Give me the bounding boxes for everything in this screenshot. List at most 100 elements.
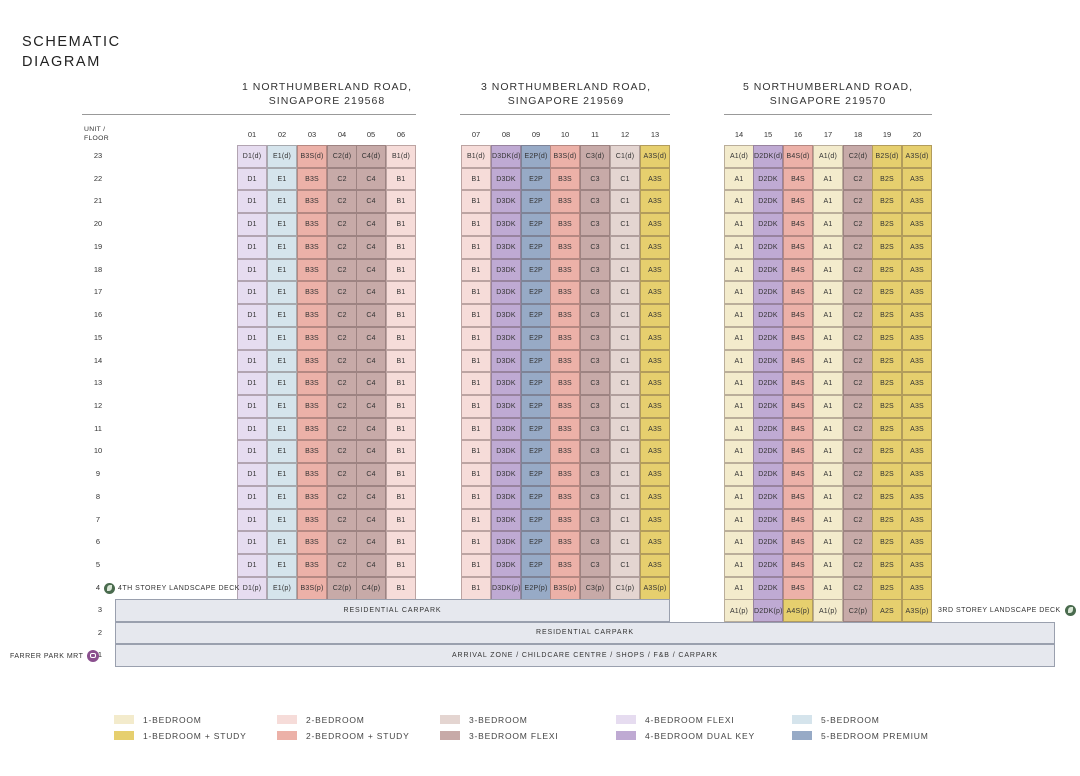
unit-cell: D1 xyxy=(237,417,267,441)
unit-cell: E1 xyxy=(267,304,297,327)
unit-cell: D3DK xyxy=(491,326,521,350)
unit-cell: C4(d) xyxy=(356,145,386,168)
building-1-header: 1 NORTHUMBERLAND ROAD, SINGAPORE 219568 xyxy=(232,80,422,108)
unit-cell: D3DK xyxy=(491,554,521,577)
unit-cell: A3S xyxy=(640,531,670,555)
unit-cell: B1 xyxy=(386,304,416,327)
unit-cell: C2 xyxy=(327,235,357,259)
unit-cell: B1(d) xyxy=(461,145,491,168)
unit-cell: A3S xyxy=(640,554,670,577)
unit-cell: E2P xyxy=(521,395,551,418)
unit-cell: C2 xyxy=(843,531,873,555)
unit-cell: C4 xyxy=(356,417,386,441)
unit-cell: B1 xyxy=(386,485,416,509)
unit-cell: E1 xyxy=(267,508,297,532)
unit-cell: C2 xyxy=(843,395,873,418)
unit-cell: C3 xyxy=(580,190,610,214)
unit-cell: B3S xyxy=(297,190,327,214)
unit-cell: A1 xyxy=(813,167,843,191)
unit-cell: B3S xyxy=(550,213,580,236)
unit-cell: D2DK xyxy=(753,531,783,555)
unit-cell: C2 xyxy=(327,326,357,350)
unit-cell: D2DK xyxy=(753,463,783,486)
unit-cell: B4S xyxy=(783,440,813,464)
podium-level-1: ARRIVAL ZONE / CHILDCARE CENTRE / SHOPS … xyxy=(115,644,1055,667)
legend-swatch xyxy=(114,715,134,724)
unit-cell: E2P xyxy=(521,304,551,327)
unit-header: 17 xyxy=(823,130,833,139)
unit-cell: D1(d) xyxy=(237,145,267,168)
unit-cell: C1 xyxy=(610,554,640,577)
unit-cell: C4 xyxy=(356,304,386,327)
unit-cell: B3S xyxy=(297,554,327,577)
legend-swatch xyxy=(616,731,636,740)
unit-cell: D2DK(p) xyxy=(753,599,783,622)
unit-cell: D1 xyxy=(237,554,267,577)
unit-cell: B3S xyxy=(550,258,580,282)
unit-cell: B3S(d) xyxy=(550,145,580,168)
unit-cell: B1 xyxy=(386,440,416,464)
unit-cell: C3 xyxy=(580,213,610,236)
unit-cell: D1 xyxy=(237,304,267,327)
unit-cell: C4 xyxy=(356,372,386,396)
unit-cell: C1 xyxy=(610,463,640,486)
unit-cell: C4 xyxy=(356,281,386,305)
podium-level-3: RESIDENTIAL CARPARK xyxy=(115,599,670,622)
unit-cell: A1 xyxy=(813,417,843,441)
unit-cell: C2 xyxy=(843,258,873,282)
unit-cell: C3 xyxy=(580,304,610,327)
unit-cell: A1 xyxy=(813,576,843,600)
unit-label: UNIT / xyxy=(84,126,106,133)
unit-cell: D1 xyxy=(237,485,267,509)
unit-cell: C2 xyxy=(327,440,357,464)
unit-cell: C4 xyxy=(356,440,386,464)
unit-cell: B1 xyxy=(461,190,491,214)
unit-cell: B2S xyxy=(872,485,902,509)
unit-cell: B3S xyxy=(550,167,580,191)
unit-header: 15 xyxy=(763,130,773,139)
unit-cell: A3S xyxy=(902,167,932,191)
unit-cell: C2(d) xyxy=(843,145,873,168)
unit-cell: B4S xyxy=(783,281,813,305)
unit-cell: E2P(d) xyxy=(521,145,551,168)
legend-label: 2-BEDROOM + STUDY xyxy=(306,731,410,741)
unit-cell: C1 xyxy=(610,167,640,191)
unit-cell: B3S xyxy=(297,531,327,555)
unit-cell: A3S xyxy=(640,395,670,418)
unit-cell: C3(d) xyxy=(580,145,610,168)
unit-cell: B4S xyxy=(783,531,813,555)
unit-cell: B4S xyxy=(783,372,813,396)
unit-cell: D2DK xyxy=(753,395,783,418)
legend-label: 1-BEDROOM xyxy=(143,715,202,725)
floor-label: 22 xyxy=(93,173,103,183)
unit-cell: E2P xyxy=(521,440,551,464)
unit-cell: B4S xyxy=(783,395,813,418)
unit-cell: B3S xyxy=(297,304,327,327)
title-line-1: SCHEMATIC xyxy=(22,34,121,50)
unit-cell: B3S xyxy=(550,281,580,305)
unit-cell: A2S xyxy=(872,599,902,622)
unit-cell: A3S xyxy=(902,326,932,350)
unit-header: 19 xyxy=(882,130,892,139)
legend-swatch xyxy=(616,715,636,724)
unit-cell: B1 xyxy=(386,395,416,418)
leaf-icon xyxy=(1064,604,1076,616)
train-icon xyxy=(87,650,100,662)
unit-cell: D1 xyxy=(237,190,267,214)
unit-cell: B2S xyxy=(872,440,902,464)
unit-cell: B1 xyxy=(386,554,416,577)
unit-cell: B3S xyxy=(297,167,327,191)
unit-cell: B3S xyxy=(550,440,580,464)
farrer-park-mrt: FARRER PARK MRT xyxy=(10,650,100,662)
unit-cell: C2 xyxy=(327,485,357,509)
legend-swatch xyxy=(440,715,460,724)
unit-cell: B3S xyxy=(550,190,580,214)
unit-cell: A3S xyxy=(902,531,932,555)
unit-cell: A1 xyxy=(813,326,843,350)
unit-cell: B1 xyxy=(386,235,416,259)
unit-cell: C2 xyxy=(843,508,873,532)
unit-cell: A1 xyxy=(724,258,754,282)
podium-level-3-label: RESIDENTIAL CARPARK xyxy=(343,607,442,614)
unit-cell: A3S xyxy=(640,463,670,486)
unit-cell: D1 xyxy=(237,213,267,236)
